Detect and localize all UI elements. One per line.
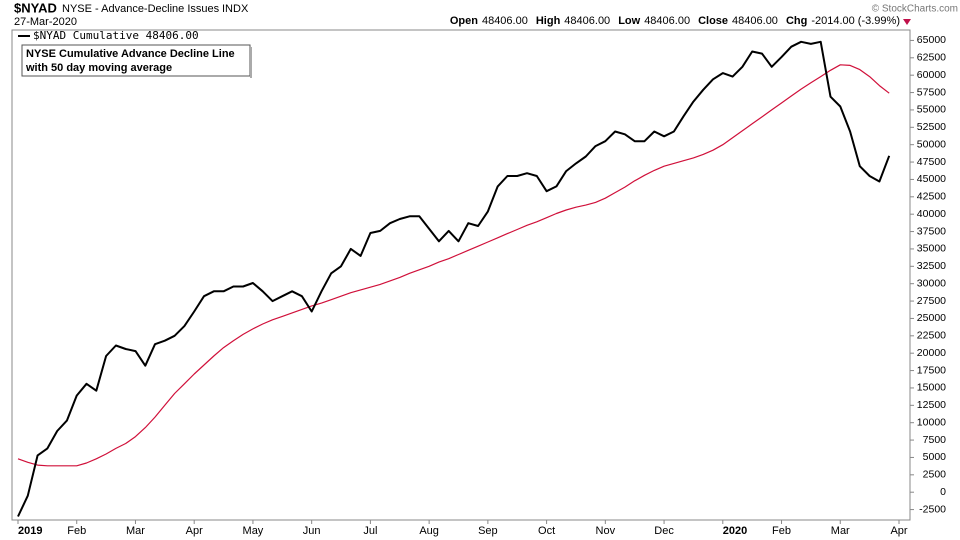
y-tick-label: 45000: [917, 173, 946, 185]
annotation-line: NYSE Cumulative Advance Decline Line: [26, 48, 235, 60]
x-tick-label: Nov: [596, 525, 616, 537]
y-tick-label: 5000: [923, 451, 947, 463]
quote-label: Low: [618, 15, 640, 27]
y-tick-label: 47500: [917, 156, 946, 168]
quote-value: 48406.00: [564, 15, 610, 27]
x-tick-label: 2020: [723, 525, 747, 537]
y-tick-label: 35000: [917, 243, 946, 255]
exchange: INDX: [222, 3, 249, 15]
y-tick-label: 10000: [917, 416, 946, 428]
annotation-line: with 50 day moving average: [25, 62, 172, 74]
quote-value: 48406.00: [644, 15, 690, 27]
y-tick-label: 55000: [917, 104, 946, 116]
x-tick-label: Jun: [303, 525, 321, 537]
y-tick-label: 20000: [917, 347, 946, 359]
y-tick-label: 37500: [917, 225, 946, 237]
x-tick-label: Mar: [126, 525, 145, 537]
y-tick-label: 27500: [917, 295, 946, 307]
x-tick-label: Apr: [890, 525, 907, 537]
y-tick-label: 25000: [917, 312, 946, 324]
x-tick-label: Feb: [772, 525, 791, 537]
quote-value: 48406.00: [732, 15, 778, 27]
date: 27-Mar-2020: [14, 16, 77, 28]
y-tick-label: 17500: [917, 364, 946, 376]
x-tick-label: 2019: [18, 525, 42, 537]
y-tick-label: 57500: [917, 86, 946, 98]
quote-value: -2014.00 (-3.99%): [811, 15, 900, 27]
y-tick-label: 22500: [917, 330, 946, 342]
series-line: [17, 64, 890, 467]
y-tick-label: 60000: [917, 69, 946, 81]
chart-title: NYSE - Advance-Decline Issues: [62, 3, 220, 15]
y-tick-label: 30000: [917, 277, 946, 289]
y-tick-label: 15000: [917, 382, 946, 394]
y-tick-label: 7500: [923, 434, 947, 446]
x-tick-label: Sep: [478, 525, 498, 537]
x-tick-label: Dec: [654, 525, 674, 537]
y-tick-label: 52500: [917, 121, 946, 133]
x-tick-label: Apr: [186, 525, 203, 537]
y-tick-label: -2500: [919, 503, 946, 515]
y-tick-label: 0: [940, 486, 946, 498]
quote: -2014.00 (-3.99%) Chg 48406.00 Close 48406.0…: [450, 15, 900, 27]
x-tick-label: Jul: [363, 525, 377, 537]
credit: © StockCharts.com: [872, 4, 958, 15]
y-tick-label: 2500: [923, 469, 947, 481]
y-tick-label: 12500: [917, 399, 946, 411]
quote-value: 48406.00: [482, 15, 528, 27]
quote-label: Open: [450, 15, 478, 27]
x-tick-label: Aug: [419, 525, 439, 537]
symbol: $NYAD: [14, 0, 57, 15]
annotation-shadow: [250, 47, 252, 78]
quote-label: Close: [698, 15, 728, 27]
x-tick-label: Oct: [538, 525, 555, 537]
plot-frame: [11, 29, 911, 521]
y-tick-label: 42500: [917, 191, 946, 203]
down-marker: [903, 19, 911, 25]
quote-label: Chg: [786, 15, 807, 27]
y-tick-label: 65000: [917, 34, 946, 46]
legend-label: $NYAD Cumulative 48406.00: [33, 29, 199, 42]
y-tick-label: 62500: [917, 52, 946, 64]
x-tick-label: Mar: [831, 525, 850, 537]
y-tick-label: 32500: [917, 260, 946, 272]
x-tick-label: Feb: [67, 525, 86, 537]
x-tick-label: May: [243, 525, 264, 537]
y-tick-label: 40000: [917, 208, 946, 220]
quote-label: High: [536, 15, 561, 27]
series-line: [17, 40, 891, 517]
y-tick-label: 50000: [917, 138, 946, 150]
